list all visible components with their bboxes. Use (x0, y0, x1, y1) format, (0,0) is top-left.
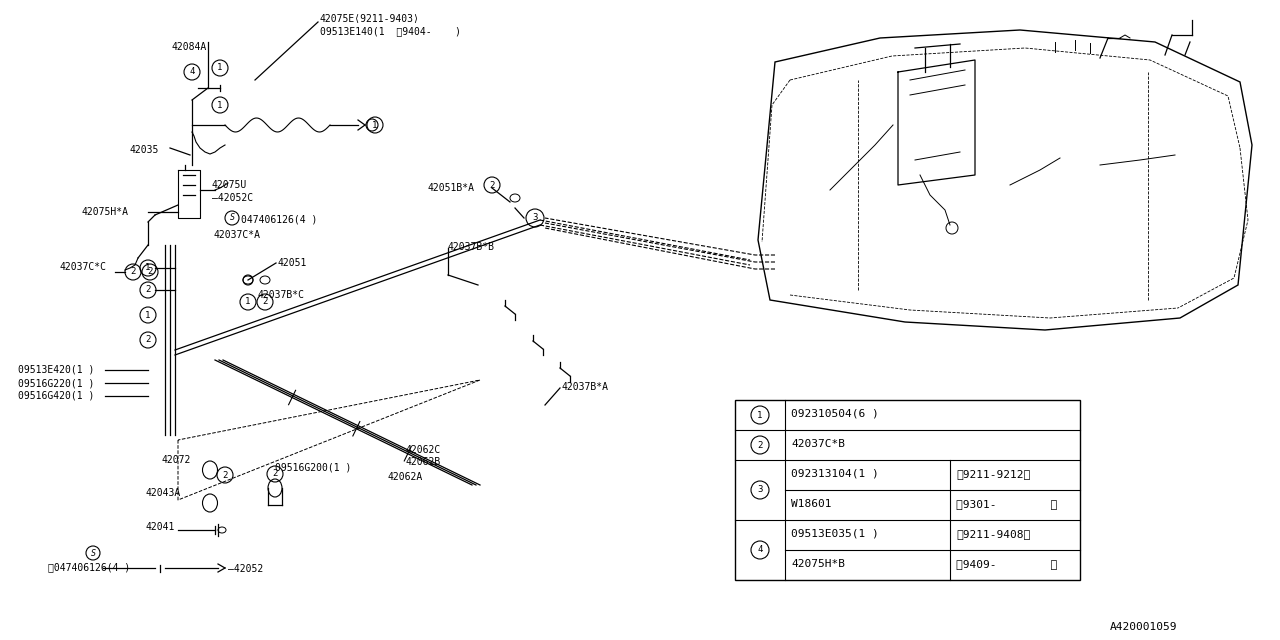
Text: 42035: 42035 (131, 145, 160, 155)
Text: 09516G220(1 ): 09516G220(1 ) (18, 378, 95, 388)
Text: 1: 1 (146, 310, 151, 319)
Text: 42075H*A: 42075H*A (82, 207, 129, 217)
Text: 42037B*A: 42037B*A (562, 382, 609, 392)
Text: S: S (91, 548, 96, 557)
Text: 09513E420(1 ): 09513E420(1 ) (18, 365, 95, 375)
Text: 4: 4 (189, 67, 195, 77)
Text: S: S (229, 214, 234, 223)
Text: 42051B*A: 42051B*A (428, 183, 475, 193)
Text: 3: 3 (758, 486, 763, 495)
Text: 1: 1 (218, 63, 223, 72)
Text: 42037C*A: 42037C*A (212, 230, 260, 240)
Text: 42062C: 42062C (404, 445, 440, 455)
Text: 42037B*B: 42037B*B (448, 242, 495, 252)
Text: 09513E035(1 ): 09513E035(1 ) (791, 529, 879, 539)
Text: 42037C*C: 42037C*C (60, 262, 108, 272)
Text: 42037C*B: 42037C*B (791, 439, 845, 449)
Text: 047406126(4 ): 047406126(4 ) (241, 215, 317, 225)
Text: 3: 3 (532, 214, 538, 223)
Text: 42075E⟨9211-9403⟩: 42075E⟨9211-9403⟩ (320, 14, 420, 24)
Text: 42051: 42051 (278, 258, 307, 268)
Text: 09516G420(1 ): 09516G420(1 ) (18, 391, 95, 401)
Text: 2: 2 (223, 470, 228, 479)
Text: 2: 2 (489, 180, 494, 189)
Text: ➈9409-        ➉: ➈9409- ➉ (956, 559, 1057, 569)
Text: Ⓞ047406126(4 ): Ⓞ047406126(4 ) (49, 562, 131, 572)
Text: 42062B: 42062B (404, 457, 440, 467)
Text: 2: 2 (262, 298, 268, 307)
Text: 2: 2 (146, 285, 151, 294)
Text: 2: 2 (273, 470, 278, 479)
Text: 09516G200(1 ): 09516G200(1 ) (275, 462, 352, 472)
Text: 1: 1 (146, 264, 151, 273)
Text: 2: 2 (131, 268, 136, 276)
Text: 09513E140(1  ⤄9404-    ): 09513E140(1 ⤄9404- ) (320, 26, 461, 36)
Text: 4: 4 (758, 545, 763, 554)
Text: A420001059: A420001059 (1110, 622, 1178, 632)
Text: 42062A: 42062A (388, 472, 424, 482)
Text: 1: 1 (218, 100, 223, 109)
Text: ➈9211-9212➉: ➈9211-9212➉ (956, 469, 1030, 479)
Text: —42052C: —42052C (212, 193, 253, 203)
Text: ➈9301-        ➉: ➈9301- ➉ (956, 499, 1057, 509)
Text: 42037B*C: 42037B*C (259, 290, 305, 300)
Text: 42072: 42072 (163, 455, 192, 465)
Text: 1: 1 (758, 410, 763, 419)
Bar (735, 400, 1080, 580)
Text: 092310504(6 ): 092310504(6 ) (791, 409, 879, 419)
Text: ➈9211-9408➉: ➈9211-9408➉ (956, 529, 1030, 539)
Text: 42043A: 42043A (145, 488, 180, 498)
Text: —42052: —42052 (228, 564, 264, 574)
Text: 42075H*B: 42075H*B (791, 559, 845, 569)
Text: 2: 2 (758, 440, 763, 449)
Text: 2: 2 (147, 268, 152, 276)
Text: W18601: W18601 (791, 499, 832, 509)
Text: 42075U: 42075U (212, 180, 247, 190)
Text: 092313104(1 ): 092313104(1 ) (791, 469, 879, 479)
Text: 42041: 42041 (145, 522, 174, 532)
Text: 1: 1 (246, 298, 251, 307)
Text: 42084A: 42084A (172, 42, 207, 52)
Text: 2: 2 (146, 335, 151, 344)
Text: 1: 1 (372, 120, 378, 129)
